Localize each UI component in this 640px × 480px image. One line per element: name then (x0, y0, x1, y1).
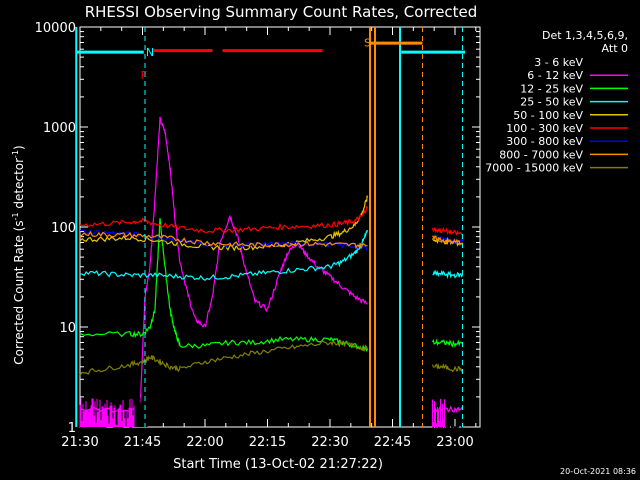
series-line (79, 145, 369, 429)
legend-entry-label: 3 - 6 keV (534, 56, 583, 69)
legend-entry-label: 7000 - 15000 keV (485, 162, 583, 175)
x-axis-label: Start Time (13-Oct-02 21:27:22) (173, 457, 383, 472)
legend-entry-label: 800 - 7000 keV (499, 148, 583, 161)
series-line (432, 269, 464, 280)
x-tick-label: 22:30 (311, 435, 348, 450)
y-axis-label-end: ) (12, 145, 26, 150)
series-line (79, 206, 369, 234)
y-axis-label-main: Corrected Count Rate (s (12, 220, 26, 364)
legend-entry-label: 6 - 12 keV (527, 69, 583, 82)
series-line (432, 235, 464, 247)
timestamp: 20-Oct-2021 08:36 (560, 467, 636, 476)
y-tick-label: 10 (59, 321, 76, 336)
legend-header-line2: Att 0 (602, 42, 628, 55)
legend-entry-label: 25 - 50 keV (520, 96, 583, 109)
legend-entry-label: 300 - 800 keV (506, 135, 583, 148)
plot-area: 1 10 100 1000 10000 21:30 21:45 22:00 22:15 22:30… (35, 21, 481, 450)
y-tick-label: 100 (51, 221, 76, 236)
series-line (79, 218, 368, 352)
chart-title: RHESSI Observing Summary Count Rates, Co… (85, 3, 478, 21)
series-line (431, 237, 463, 247)
y-axis-label: Corrected Count Rate (s-1 detector-1) (11, 145, 26, 364)
y-tick-label: 1000 (43, 121, 76, 136)
y-tick-label: 10000 (35, 21, 76, 36)
series-line (79, 339, 369, 376)
legend-entry-label: 100 - 300 keV (506, 122, 583, 135)
y-tick-label: 1 (68, 421, 76, 436)
series-line (431, 227, 463, 236)
y-axis-label-sup1: -1 (11, 212, 20, 220)
legend-entry-label: 12 - 25 keV (520, 82, 583, 95)
x-tick-label: 22:00 (186, 435, 223, 450)
flag-label-f: F (141, 69, 147, 82)
series-line (431, 362, 464, 373)
series-line (431, 338, 463, 348)
flag-label-n: N (146, 46, 154, 59)
x-tick-label: 23:00 (436, 435, 473, 450)
series-line (79, 116, 368, 414)
x-tick-label: 21:30 (61, 435, 98, 450)
x-tick-label: 21:45 (124, 435, 161, 450)
y-axis-label-mid: detector (12, 158, 26, 213)
legend-header-line1: Det 1,3,4,5,6,9, (542, 29, 628, 42)
x-tick-label: 22:15 (249, 435, 286, 450)
series-line (79, 229, 369, 282)
x-tick-label: 22:45 (374, 435, 411, 450)
y-axis-label-sup2: -1 (11, 150, 20, 158)
series-line (79, 230, 368, 250)
flag-label-s: S (364, 36, 371, 49)
legend-entry-label: 50 - 100 keV (513, 109, 583, 122)
